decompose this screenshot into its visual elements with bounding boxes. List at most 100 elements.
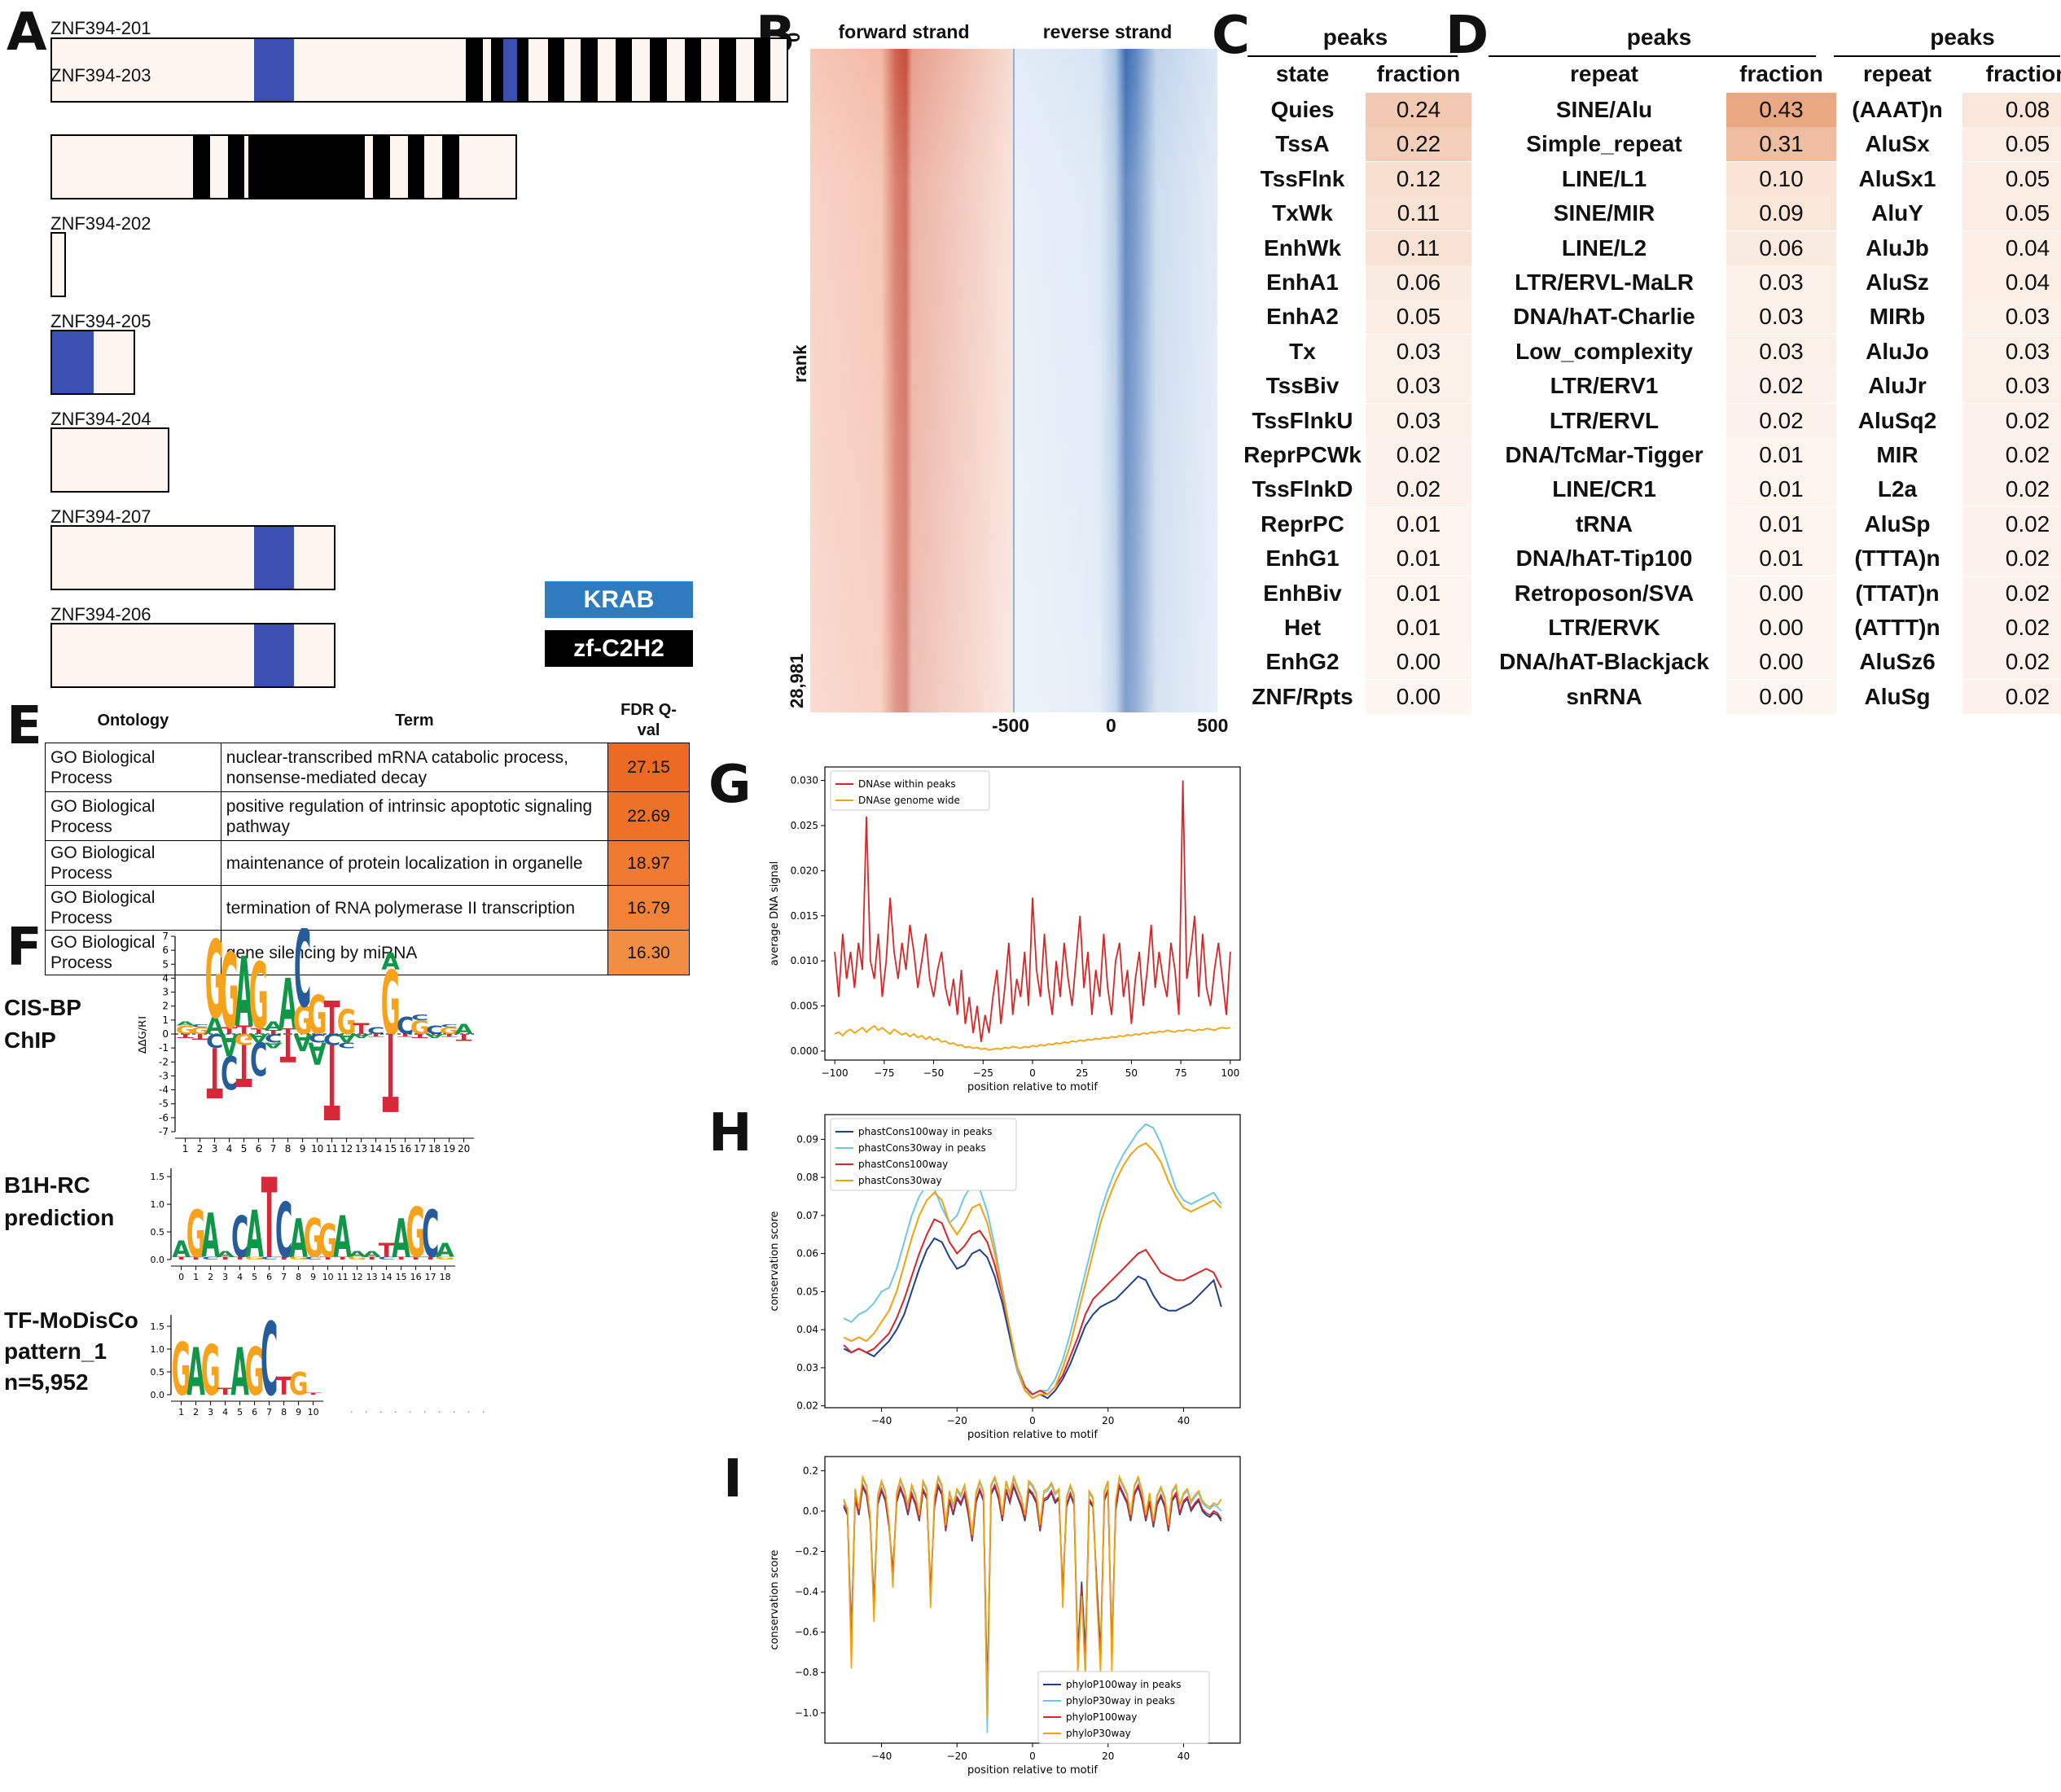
row-value: 0.10 <box>1726 161 1836 196</box>
row-label: (TTTA)n <box>1854 545 1940 572</box>
table-row: TssBiv 0.03 <box>1239 369 1471 404</box>
row-label: EnhG2 <box>1265 649 1340 675</box>
heatmap-ylabel: rank <box>790 344 810 383</box>
row-value: 0.03 <box>1726 300 1836 335</box>
row-value: 0.01 <box>1366 506 1471 541</box>
legend-krab: KRAB <box>545 581 693 618</box>
table-row: AluY 0.05 <box>1832 196 2061 231</box>
go-term: nuclear-transcribed mRNA catabolic proce… <box>220 743 609 792</box>
y-tick-label: 0.010 <box>791 955 818 966</box>
table-row: LINE/CR1 0.01 <box>1482 472 1836 507</box>
x-tick-label: 100 <box>1221 1067 1239 1079</box>
y-axis-label: conservation score <box>769 1549 781 1650</box>
panel-label-e: E <box>7 696 42 756</box>
logo-letter-C: C <box>294 928 311 1032</box>
logo-letter-T: T <box>383 1008 399 1132</box>
table-row: AluJr 0.03 <box>1832 369 2061 404</box>
row-value: 0.01 <box>1726 541 1836 576</box>
logo-letter-T: T <box>364 1256 381 1260</box>
table-row: LTR/ERVL 0.02 <box>1482 403 1836 438</box>
row-value: 0.01 <box>1366 611 1471 645</box>
y-tick-label: −0.2 <box>795 1546 818 1558</box>
y-tick-label: 0.020 <box>791 865 818 876</box>
logo-empty-tick: · <box>350 1407 353 1417</box>
row-value: 0.01 <box>1726 506 1836 541</box>
row-value: 0.02 <box>1962 472 2061 507</box>
row-value: 0.05 <box>1962 161 2061 196</box>
table-row: LTR/ERVL-MaLR 0.03 <box>1482 265 1836 300</box>
table-header-label: state <box>1275 61 1330 86</box>
logo-letter-G: G <box>191 1025 210 1036</box>
logo-ytick: 0.5 <box>151 1367 165 1378</box>
x-axis-label: position relative to motif <box>967 1764 1098 1777</box>
logo-xtick: 11 <box>337 1272 349 1282</box>
row-label: ReprPCWk <box>1243 442 1362 467</box>
row-label: TssFlnk <box>1260 165 1345 191</box>
logo-xtick: 6 <box>256 1143 262 1155</box>
y-tick-label: 0.000 <box>791 1045 818 1057</box>
table-row: ReprPC 0.01 <box>1239 506 1471 541</box>
table-row: (TTAT)n 0.02 <box>1832 576 2061 611</box>
y-tick-label: −1.0 <box>795 1707 818 1719</box>
go-enrichment-table: Ontology Term FDR Q-val GO Biological Pr… <box>45 699 690 975</box>
logo-letter-G: G <box>436 1256 455 1260</box>
logo-letter-A: A <box>186 1335 205 1411</box>
logo-ytick: 1 <box>162 1014 169 1026</box>
table-row: LINE/L1 0.10 <box>1482 161 1836 196</box>
x-tick-label: 0 <box>1029 1415 1036 1426</box>
zf-c2h2-domain <box>650 39 667 101</box>
y-tick-label: 0.030 <box>791 775 818 786</box>
row-label: DNA/hAT-Tip100 <box>1515 545 1693 572</box>
logo-letter-T: T <box>236 1032 252 1098</box>
go-ontology: GO Biological Process <box>45 791 221 841</box>
row-label: TssFlnkU <box>1252 407 1353 433</box>
logo-letter-A: A <box>220 1027 238 1062</box>
y-tick-label: 0.06 <box>796 1248 818 1260</box>
logo-xtick: 4 <box>226 1143 233 1155</box>
table-row: L2a 0.02 <box>1832 472 2061 507</box>
logo-letter-T: T <box>217 1387 234 1397</box>
logo-letter-T: T <box>320 1256 337 1260</box>
logo-xtick: 0 <box>178 1272 184 1282</box>
logo-letter-T: T <box>251 1027 267 1036</box>
heatmap-y-bottom: 28,981 <box>787 653 807 708</box>
row-label: (AAAT)n <box>1852 97 1943 122</box>
row-value: 0.03 <box>1962 334 2061 369</box>
row-label: AluSx1 <box>1858 165 1936 191</box>
x-tick-label: −20 <box>947 1415 967 1426</box>
isoform-name: ZNF394-203 <box>50 65 151 85</box>
logo-letter-A: A <box>230 1335 249 1411</box>
isoform-name: ZNF394-207 <box>50 506 151 527</box>
row-label: AluJr <box>1868 373 1927 399</box>
logo-letter-C: C <box>231 1203 248 1270</box>
logo-empty-tick: · <box>379 1407 383 1417</box>
go-term: positive regulation of intrinsic apoptot… <box>220 791 609 841</box>
row-value: 0.11 <box>1366 196 1471 231</box>
series-line-0 <box>843 1484 1222 1693</box>
logo-xtick: 5 <box>237 1407 243 1417</box>
row-value: 0.02 <box>1962 541 2061 576</box>
table-row: EnhG2 0.00 <box>1239 645 1471 680</box>
row-label: EnhG1 <box>1265 545 1340 572</box>
logo-letter-T: T <box>393 1256 410 1260</box>
logo-letter-A: A <box>289 1207 307 1269</box>
logo-ylabel: ΔΔG/RT <box>138 1014 149 1054</box>
panel-label-h: H <box>708 1103 752 1163</box>
x-tick-label: −20 <box>947 1750 967 1762</box>
logo3-label-line1: TF-MoDisCo <box>4 1308 138 1333</box>
logo-empty-tick: · <box>438 1407 441 1417</box>
logo-letter-T: T <box>408 1256 425 1260</box>
logo-xtick: 12 <box>352 1272 363 1282</box>
logo-empty-tick: · <box>365 1407 368 1417</box>
table-row: EnhWk 0.11 <box>1239 230 1471 265</box>
heatmap-xtick-500: 500 <box>1197 715 1229 736</box>
row-label: AluY <box>1871 200 1923 226</box>
x-tick-label: 20 <box>1102 1750 1114 1762</box>
zf-c2h2-domain <box>753 39 771 101</box>
logo-letter-C: C <box>261 1307 278 1419</box>
logo-letter-T: T <box>368 1033 385 1037</box>
table-rule <box>1834 55 2060 57</box>
logo-letter-T: T <box>324 991 340 1045</box>
logo-letter-C: C <box>441 1023 458 1027</box>
logo-letter-G: G <box>308 984 327 1046</box>
